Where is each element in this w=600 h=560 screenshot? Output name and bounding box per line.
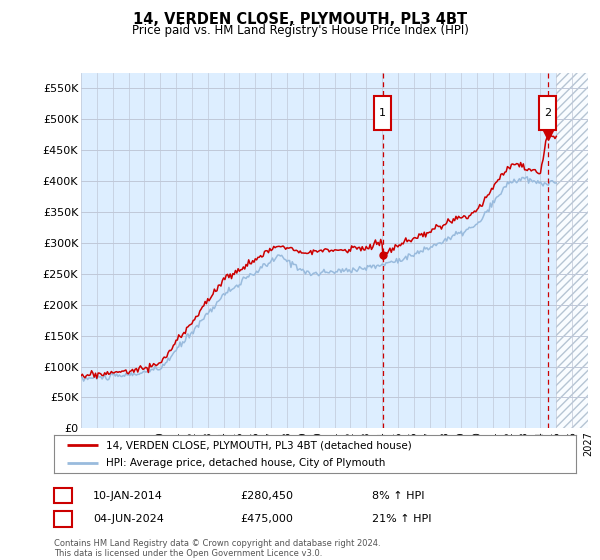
Text: 21% ↑ HPI: 21% ↑ HPI bbox=[372, 514, 431, 524]
Text: Price paid vs. HM Land Registry's House Price Index (HPI): Price paid vs. HM Land Registry's House … bbox=[131, 24, 469, 37]
Text: 8% ↑ HPI: 8% ↑ HPI bbox=[372, 491, 425, 501]
Text: Contains HM Land Registry data © Crown copyright and database right 2024.
This d: Contains HM Land Registry data © Crown c… bbox=[54, 539, 380, 558]
Text: 2: 2 bbox=[59, 514, 67, 524]
Text: 2: 2 bbox=[544, 108, 551, 118]
Text: 14, VERDEN CLOSE, PLYMOUTH, PL3 4BT: 14, VERDEN CLOSE, PLYMOUTH, PL3 4BT bbox=[133, 12, 467, 27]
FancyBboxPatch shape bbox=[539, 96, 556, 130]
Text: HPI: Average price, detached house, City of Plymouth: HPI: Average price, detached house, City… bbox=[106, 458, 386, 468]
Text: 1: 1 bbox=[59, 491, 67, 501]
Text: 10-JAN-2014: 10-JAN-2014 bbox=[93, 491, 163, 501]
Text: 1: 1 bbox=[379, 108, 386, 118]
Text: 14, VERDEN CLOSE, PLYMOUTH, PL3 4BT (detached house): 14, VERDEN CLOSE, PLYMOUTH, PL3 4BT (det… bbox=[106, 440, 412, 450]
Text: £475,000: £475,000 bbox=[240, 514, 293, 524]
FancyBboxPatch shape bbox=[374, 96, 391, 130]
Text: 04-JUN-2024: 04-JUN-2024 bbox=[93, 514, 164, 524]
Text: £280,450: £280,450 bbox=[240, 491, 293, 501]
